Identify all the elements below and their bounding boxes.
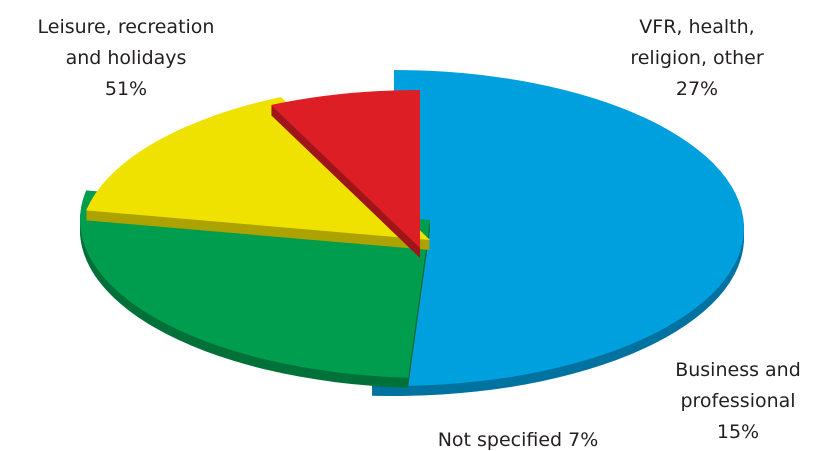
pie-slice-leisure	[372, 70, 744, 396]
pie-slice-face-not-specified	[270, 90, 420, 248]
pie-slice-business	[86, 97, 430, 250]
slice-label-vfr: VFR, health, religion, other 27%	[630, 16, 764, 100]
pie-slice-face-business	[86, 97, 430, 240]
pie-slice-vfr	[79, 190, 431, 388]
slice-label-line: 15%	[717, 421, 759, 443]
pie-labels: Leisure, recreation and holidays 51% VFR, h…	[38, 16, 801, 451]
pie-slices	[79, 70, 744, 396]
slice-label-line: religion, other	[630, 47, 764, 69]
pie-slice-not-specified	[270, 90, 420, 258]
slice-label-line: VFR, health,	[639, 16, 754, 38]
slice-label-leisure: Leisure, recreation and holidays 51%	[38, 16, 215, 100]
slice-label-business: Business and professional 15%	[675, 359, 801, 443]
slice-label-not-specified: Not specified 7%	[438, 429, 599, 451]
slice-label-line: 51%	[105, 78, 147, 100]
slice-label-line: Not specified 7%	[438, 429, 599, 451]
pie-slice-face-leisure	[372, 70, 744, 386]
slice-label-line: Business and	[675, 359, 801, 381]
slice-label-line: and holidays	[66, 47, 187, 69]
slice-label-line: professional	[680, 390, 795, 412]
slice-label-line: 27%	[676, 78, 718, 100]
slice-label-line: Leisure, recreation	[38, 16, 215, 38]
